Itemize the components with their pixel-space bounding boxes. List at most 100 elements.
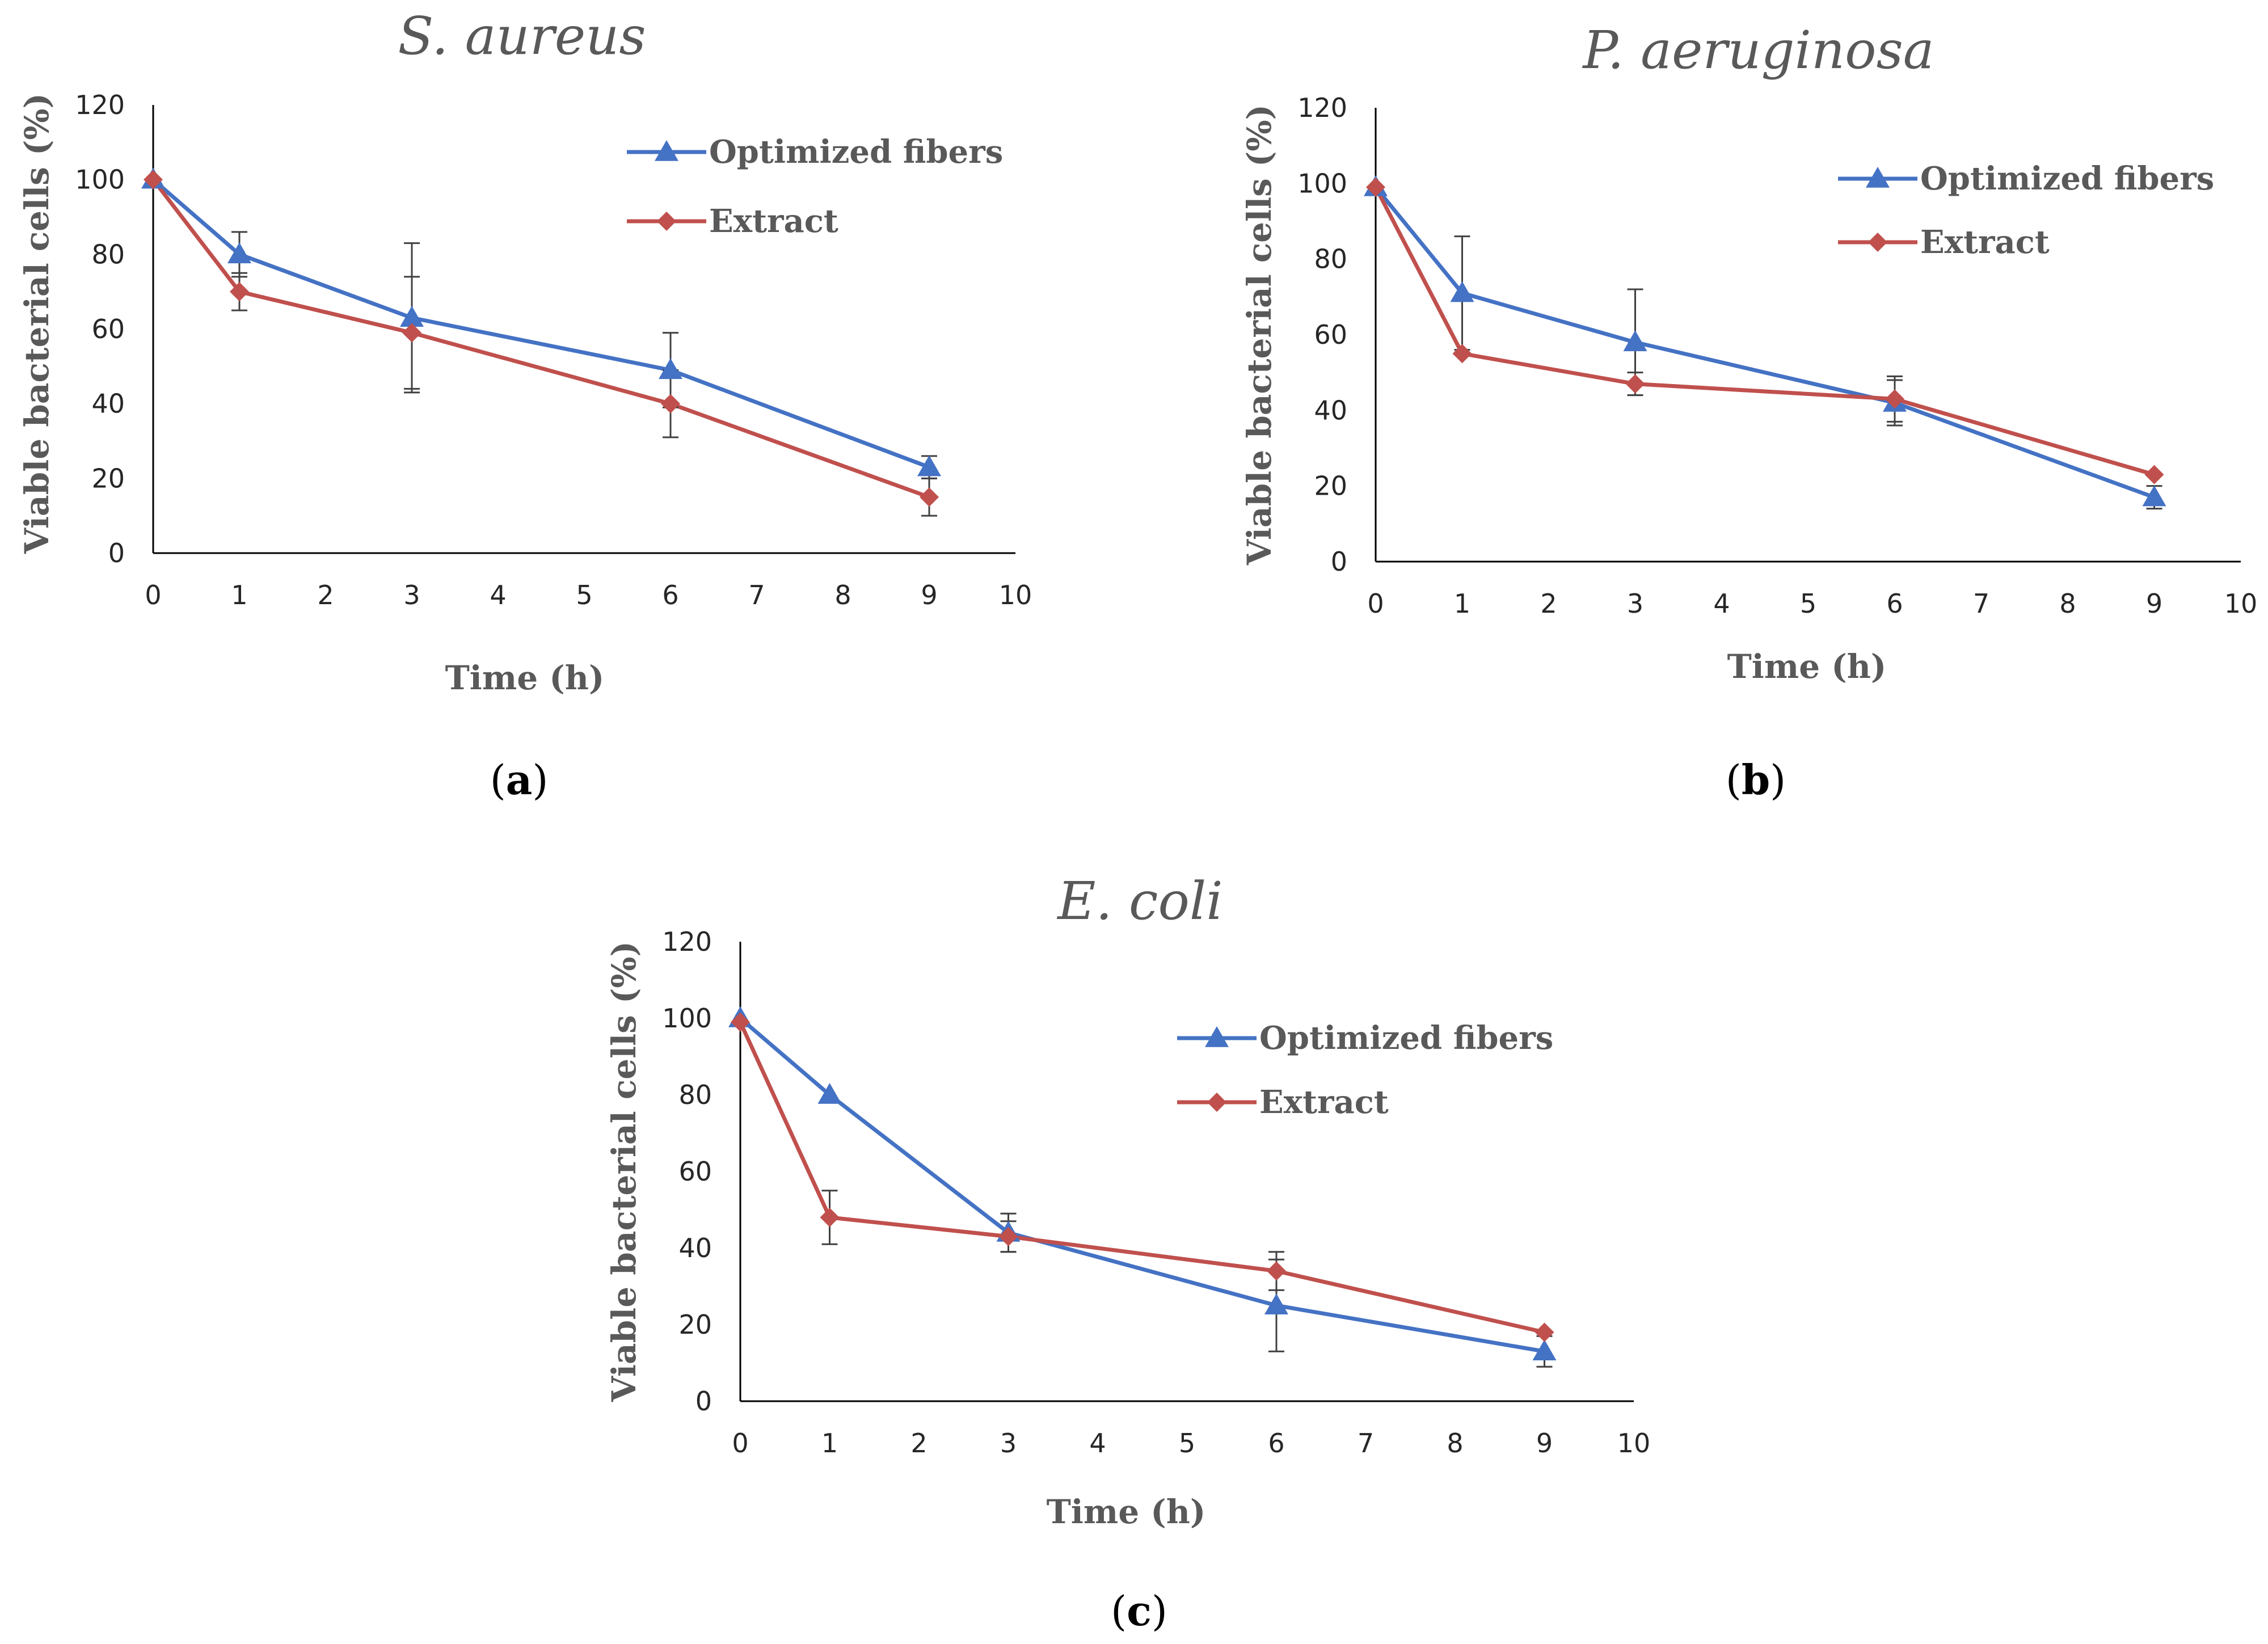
x-tick-label: 8 bbox=[834, 580, 851, 610]
data-point bbox=[1532, 1339, 1557, 1360]
data-point bbox=[659, 358, 682, 380]
x-tick-label: 0 bbox=[1367, 588, 1384, 619]
x-tick-label: 2 bbox=[317, 580, 334, 610]
y-axis-label: Viable bacterial cells (%) bbox=[605, 941, 643, 1402]
x-tick-label: 1 bbox=[231, 580, 247, 610]
x-tick-label: 5 bbox=[1800, 588, 1816, 619]
legend-marker bbox=[1866, 167, 1890, 188]
x-tick-label: 3 bbox=[1627, 588, 1643, 619]
y-tick-label: 60 bbox=[678, 1156, 712, 1187]
y-tick-label: 120 bbox=[1297, 92, 1347, 123]
x-tick-label: 2 bbox=[910, 1428, 927, 1458]
x-tick-label: 2 bbox=[1540, 588, 1557, 619]
data-point bbox=[402, 323, 421, 343]
chart-panel-p-aeruginosa: P. aeruginosa Viable bacterial cells (%)… bbox=[1240, 20, 2257, 804]
x-axis-label: Time (h) bbox=[1047, 1493, 1206, 1531]
legend-marker bbox=[1868, 233, 1887, 252]
plot-area: 0 20 40 60 80 100 120 0 1 2 3 4 5 6 7 8 9 10 Optimized fib… bbox=[75, 90, 1032, 610]
x-tick-label: 8 bbox=[2059, 588, 2076, 619]
data-point bbox=[1452, 344, 1472, 364]
chart-panel-e-coli: E. coli Viable bacterial cells (%) Time … bbox=[605, 871, 1650, 1635]
y-tick-label: 40 bbox=[91, 389, 125, 419]
legend-label: Optimized fibers bbox=[1920, 160, 2214, 197]
data-point bbox=[1264, 1293, 1288, 1314]
x-tick-label: 10 bbox=[999, 580, 1032, 610]
data-point bbox=[1623, 330, 1647, 352]
data-point bbox=[731, 1012, 750, 1032]
x-tick-label: 9 bbox=[2146, 588, 2162, 619]
data-point bbox=[1450, 281, 1474, 302]
chart-title: P. aeruginosa bbox=[1582, 20, 1934, 81]
x-axis-label: Time (h) bbox=[445, 659, 605, 697]
chart-title: E. coli bbox=[1056, 871, 1222, 931]
y-tick-label: 0 bbox=[695, 1386, 712, 1417]
chart-panel-s-aureus: S. aureus Viable bacterial cells (%) Tim… bbox=[18, 6, 1032, 804]
data-point bbox=[1267, 1261, 1286, 1281]
plot-area: 0 20 40 60 80 100 120 0 1 2 3 4 5 6 7 8 9 10 Optimized fib… bbox=[662, 926, 1650, 1458]
y-tick-label: 20 bbox=[91, 463, 125, 494]
data-point bbox=[2144, 465, 2164, 484]
y-tick-label: 80 bbox=[678, 1080, 712, 1110]
x-tick-label: 5 bbox=[576, 580, 592, 610]
y-tick-label: 80 bbox=[1314, 244, 1347, 275]
x-tick-label: 3 bbox=[403, 580, 420, 610]
y-tick-label: 60 bbox=[91, 314, 125, 344]
data-point bbox=[817, 1083, 842, 1104]
x-tick-label: 5 bbox=[1179, 1428, 1195, 1458]
y-tick-label: 120 bbox=[662, 926, 712, 957]
data-point bbox=[998, 1226, 1018, 1246]
legend-label: Extract bbox=[1920, 224, 2050, 261]
panel-label-a: (a) bbox=[490, 756, 549, 804]
x-tick-label: 4 bbox=[1089, 1428, 1106, 1458]
legend-marker bbox=[657, 212, 676, 231]
legend-marker bbox=[1205, 1026, 1229, 1047]
y-tick-label: 100 bbox=[75, 165, 125, 195]
data-point bbox=[820, 1208, 840, 1227]
legend-label: Extract bbox=[1259, 1084, 1389, 1121]
x-axis-label: Time (h) bbox=[1727, 647, 1887, 686]
x-tick-label: 10 bbox=[2224, 588, 2258, 619]
panel-label-c: (c) bbox=[1111, 1587, 1167, 1635]
data-point bbox=[400, 306, 424, 327]
legend-label: Optimized fibers bbox=[1259, 1019, 1553, 1057]
y-tick-label: 40 bbox=[678, 1233, 712, 1263]
y-tick-label: 20 bbox=[1314, 471, 1347, 501]
x-tick-label: 9 bbox=[921, 580, 937, 610]
y-tick-label: 80 bbox=[91, 239, 125, 269]
x-tick-label: 7 bbox=[1973, 588, 1989, 619]
x-tick-label: 10 bbox=[1617, 1428, 1651, 1458]
x-tick-label: 8 bbox=[1447, 1428, 1463, 1458]
y-axis-label: Viable bacterial cells (%) bbox=[1240, 104, 1279, 566]
x-tick-label: 4 bbox=[490, 580, 506, 610]
data-point bbox=[1625, 374, 1645, 394]
x-tick-label: 6 bbox=[1268, 1428, 1284, 1458]
chart-title: S. aureus bbox=[398, 6, 646, 66]
data-point bbox=[2142, 485, 2166, 507]
y-axis-label: Viable bacterial cells (%) bbox=[18, 93, 56, 554]
legend-marker bbox=[1207, 1093, 1226, 1112]
data-point bbox=[144, 170, 163, 189]
data-point bbox=[920, 487, 939, 507]
x-tick-label: 1 bbox=[821, 1428, 838, 1458]
y-tick-label: 0 bbox=[1331, 546, 1347, 577]
x-tick-label: 6 bbox=[662, 580, 678, 610]
legend-label: Extract bbox=[709, 203, 838, 240]
y-tick-label: 120 bbox=[75, 90, 125, 120]
y-tick-label: 40 bbox=[1314, 395, 1347, 425]
x-tick-label: 9 bbox=[1536, 1428, 1553, 1458]
x-tick-label: 0 bbox=[732, 1428, 748, 1458]
data-point bbox=[1535, 1322, 1554, 1342]
x-tick-label: 0 bbox=[145, 580, 161, 610]
data-point bbox=[227, 242, 251, 264]
x-tick-label: 7 bbox=[1358, 1428, 1374, 1458]
y-tick-label: 60 bbox=[1314, 319, 1347, 350]
x-tick-label: 3 bbox=[1000, 1428, 1017, 1458]
x-tick-label: 6 bbox=[1886, 588, 1903, 619]
data-point bbox=[1366, 178, 1385, 197]
y-tick-label: 100 bbox=[662, 1003, 712, 1034]
data-point bbox=[661, 394, 680, 414]
y-tick-label: 0 bbox=[108, 538, 125, 568]
y-tick-label: 100 bbox=[1297, 168, 1347, 199]
